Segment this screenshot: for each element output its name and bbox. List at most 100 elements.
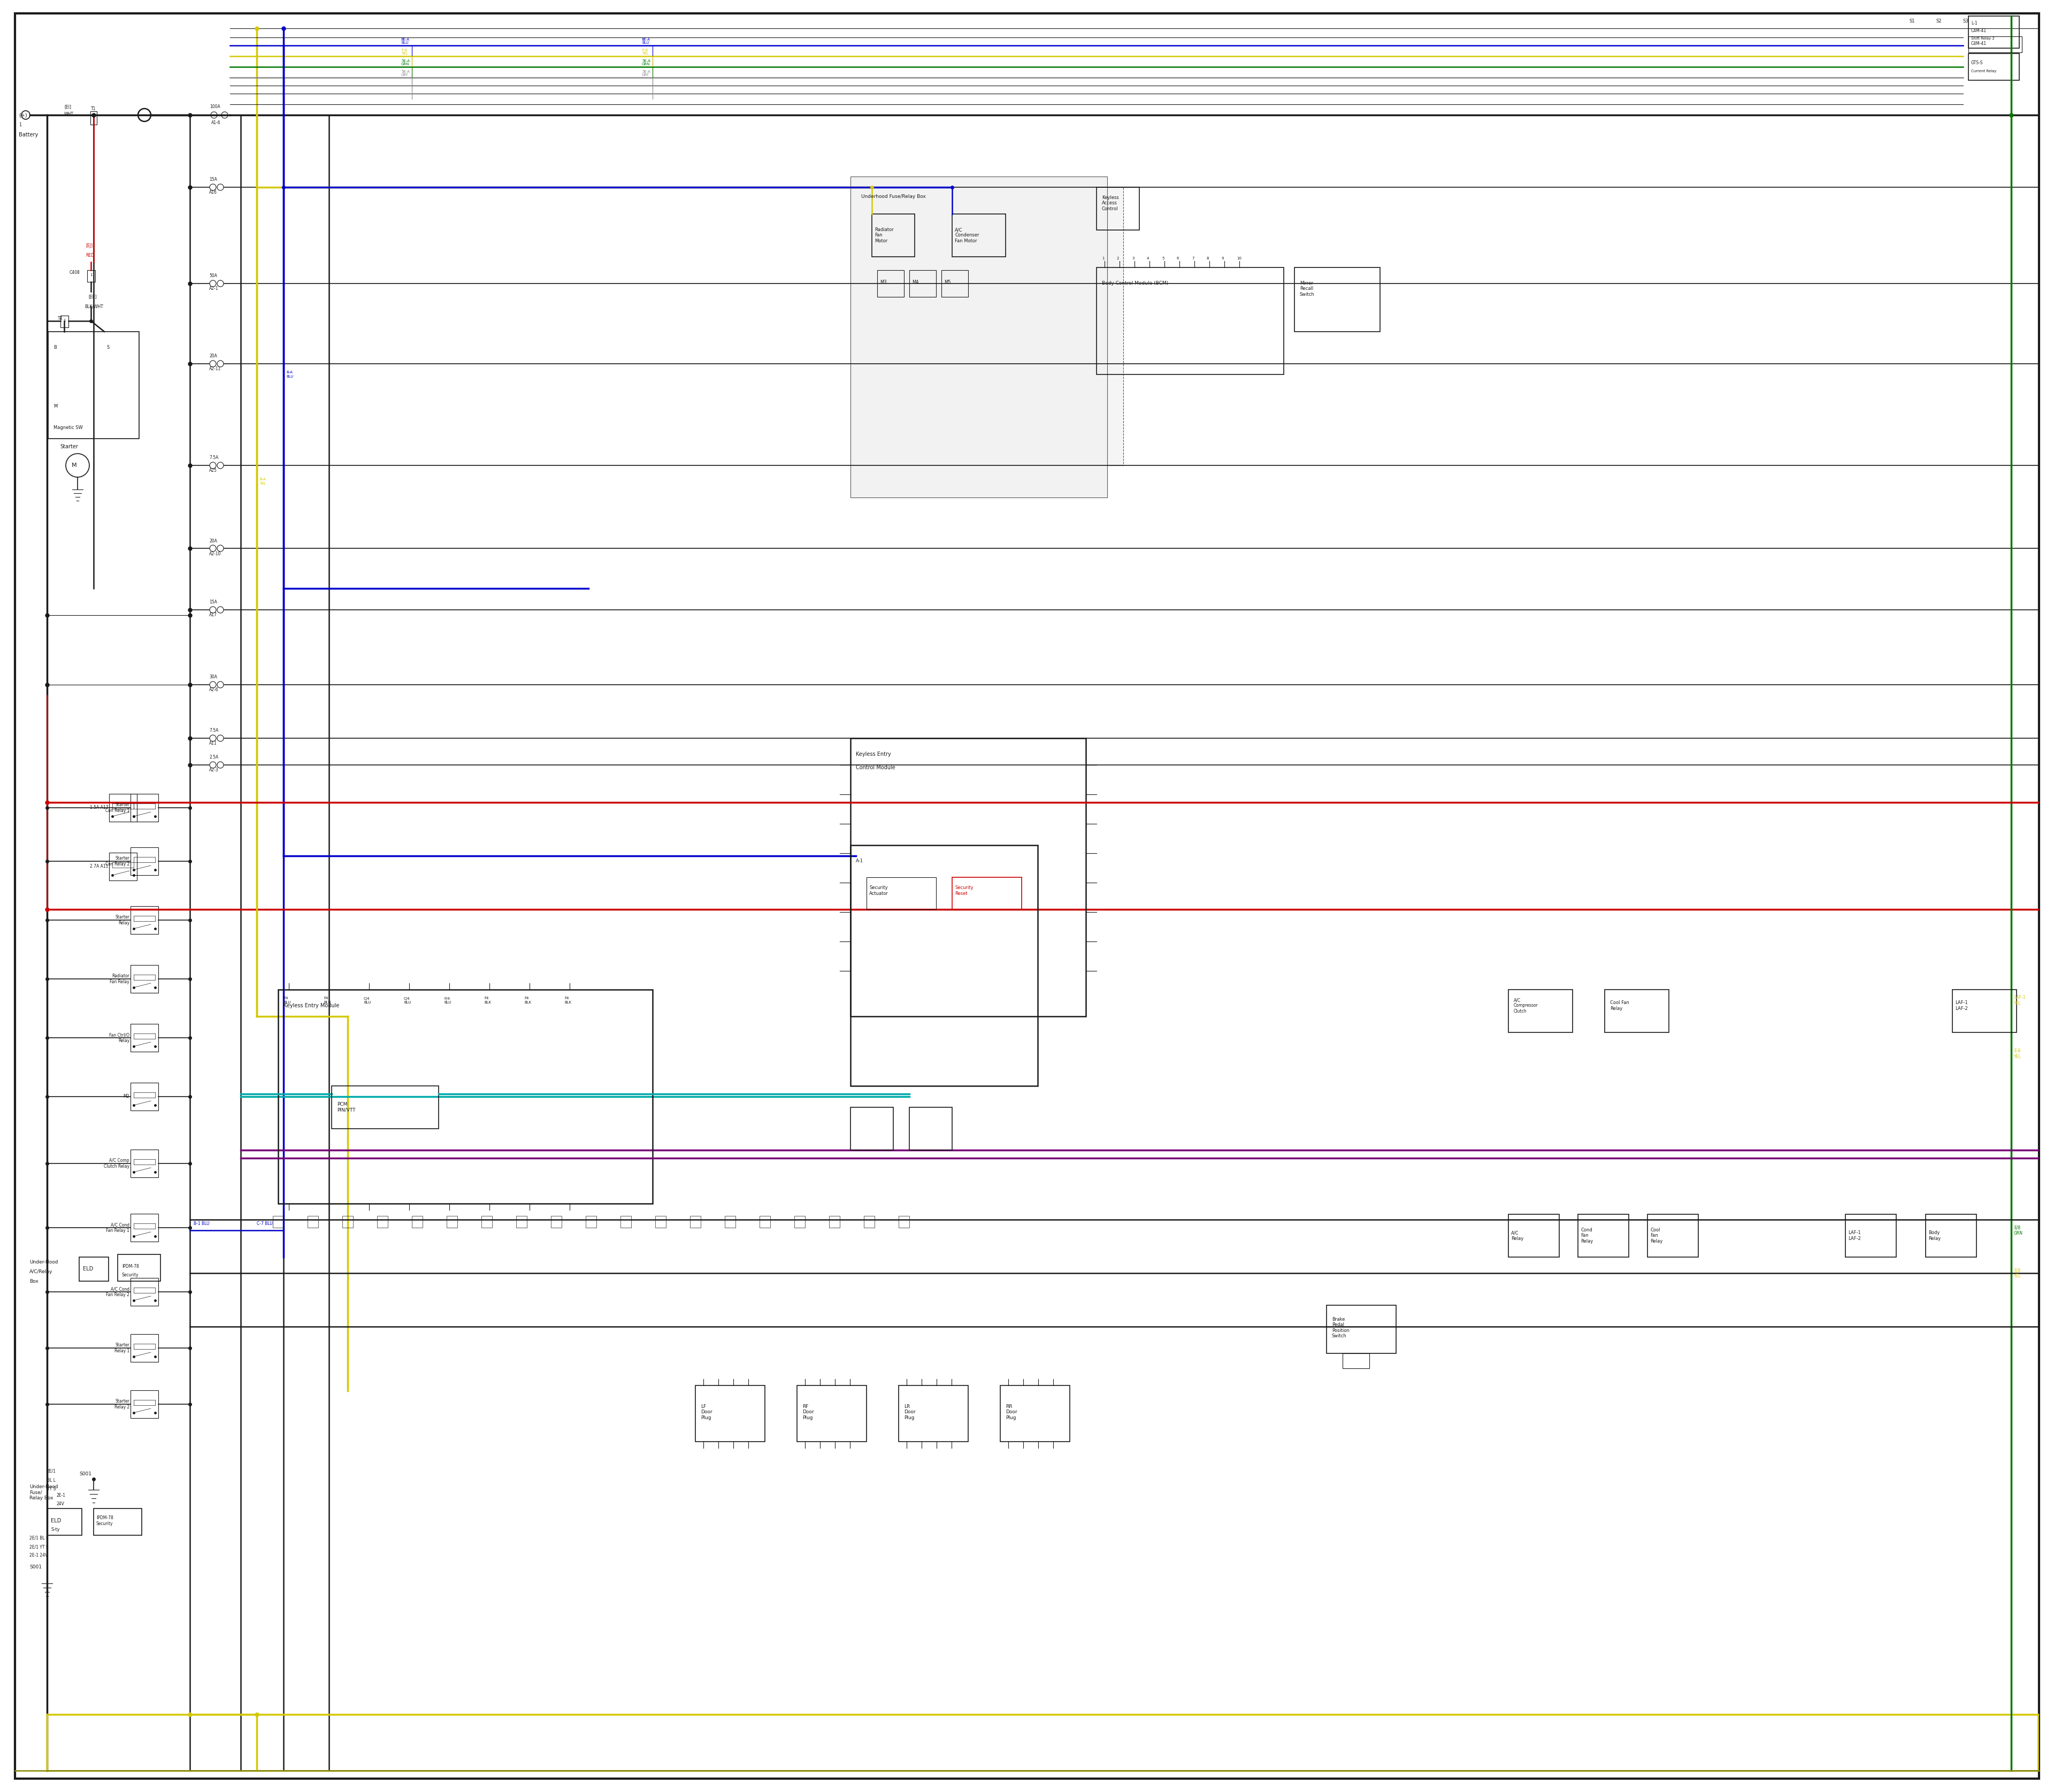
Text: 2E/1 YT S: 2E/1 YT S	[29, 1545, 49, 1550]
Text: 1: 1	[1101, 256, 1105, 260]
Text: PCM
PIN/VTT: PCM PIN/VTT	[337, 1102, 355, 1113]
Text: 8E-A
BLU: 8E-A BLU	[641, 38, 651, 45]
Text: [EE]: [EE]	[88, 294, 97, 299]
Text: F4
BLK: F4 BLK	[485, 996, 491, 1004]
Text: 8E-A
BLU: 8E-A BLU	[401, 38, 409, 45]
Text: F/4
BLU: F/4 BLU	[444, 996, 452, 1004]
Text: S2: S2	[1937, 20, 1941, 23]
Bar	[308, 1217, 318, 1228]
Text: 20A: 20A	[210, 538, 218, 543]
Text: E/8
GRN: E/8 GRN	[2013, 1226, 2023, 1235]
Text: 100A: 100A	[210, 104, 220, 109]
Bar	[910, 1107, 953, 1150]
Text: ELD: ELD	[51, 1518, 62, 1523]
Text: RED: RED	[86, 253, 94, 258]
Text: A/C Cond
Fan Relay 2: A/C Cond Fan Relay 2	[107, 1287, 129, 1297]
Bar	[1327, 1305, 1397, 1353]
Bar	[877, 271, 904, 297]
Text: F-8
YEL: F-8 YEL	[641, 48, 649, 56]
Text: A/C
Condenser
Fan Motor: A/C Condenser Fan Motor	[955, 228, 980, 244]
Text: IPDM-78: IPDM-78	[121, 1265, 140, 1269]
Bar	[857, 186, 1124, 466]
Bar	[1343, 1353, 1370, 1369]
Text: 15A: 15A	[210, 600, 218, 604]
Text: 7.5A: 7.5A	[210, 728, 218, 733]
Bar	[131, 848, 158, 874]
Bar	[900, 1385, 967, 1441]
Text: Radiator
Fan Relay: Radiator Fan Relay	[109, 973, 129, 984]
Text: Control Module: Control Module	[857, 765, 896, 771]
Text: Starter
Relay: Starter Relay	[115, 916, 129, 925]
Text: A2-3: A2-3	[210, 769, 218, 772]
Bar	[1097, 267, 1284, 375]
Text: 5E-A
GRY: 5E-A GRY	[641, 70, 651, 77]
Text: L-1: L-1	[1972, 22, 1978, 25]
Text: RF
Door
Plug: RF Door Plug	[803, 1405, 813, 1421]
Bar	[80, 1256, 109, 1281]
Text: BL L: BL L	[47, 1478, 55, 1484]
Bar	[867, 878, 937, 909]
Bar	[1508, 1215, 1559, 1256]
Text: 2: 2	[1117, 256, 1119, 260]
Text: 5E-A
GRN: 5E-A GRN	[641, 59, 651, 66]
Text: 1: 1	[18, 122, 21, 127]
Text: Current Relay: Current Relay	[1972, 70, 1996, 73]
Text: C4M-41: C4M-41	[1972, 41, 1986, 47]
Text: S001: S001	[80, 1471, 92, 1477]
Text: 1.5A A17: 1.5A A17	[90, 805, 109, 810]
Text: LAF-1
LAF-2: LAF-1 LAF-2	[1955, 1000, 1968, 1011]
Bar	[131, 1023, 158, 1052]
Bar	[620, 1217, 631, 1228]
Text: [EI]: [EI]	[64, 104, 72, 109]
Bar	[1604, 989, 1668, 1032]
Bar	[1294, 267, 1380, 332]
Bar	[86, 271, 94, 281]
Text: Keyless Entry: Keyless Entry	[857, 751, 891, 756]
Bar	[910, 271, 937, 297]
Text: Security
Reset: Security Reset	[955, 885, 974, 896]
Bar	[655, 1217, 665, 1228]
Bar	[953, 213, 1006, 256]
Bar	[131, 1082, 158, 1111]
Bar	[690, 1217, 700, 1228]
Text: F4
BLK: F4 BLK	[524, 996, 532, 1004]
Text: Starter
Relay 1: Starter Relay 1	[115, 1342, 129, 1353]
Text: LR
Door
Plug: LR Door Plug	[904, 1405, 916, 1421]
Bar	[830, 1217, 840, 1228]
Text: Battery: Battery	[18, 133, 39, 138]
Text: A17: A17	[210, 613, 218, 618]
Text: Security
Actuator: Security Actuator	[869, 885, 889, 896]
Text: M5: M5	[945, 280, 951, 285]
Bar	[131, 794, 158, 823]
Text: F-8
YEL: F-8 YEL	[401, 48, 409, 56]
Text: Body
Relay: Body Relay	[1929, 1231, 1941, 1240]
Bar	[516, 1217, 528, 1228]
Bar	[696, 1385, 764, 1441]
Text: (+): (+)	[18, 113, 27, 118]
Text: C4M-41: C4M-41	[1972, 29, 1986, 34]
Bar	[850, 738, 1087, 1016]
Text: S: S	[107, 346, 109, 349]
Text: 8: 8	[1208, 256, 1210, 260]
Text: 2E-1 24V: 2E-1 24V	[29, 1554, 47, 1557]
Bar	[850, 1107, 893, 1150]
Text: Starter: Starter	[60, 444, 78, 450]
Text: A1-6: A1-6	[212, 120, 220, 125]
Text: A2-6: A2-6	[210, 688, 218, 692]
Text: Cool Fan
Relay: Cool Fan Relay	[1610, 1000, 1629, 1011]
Text: Starter
Relay 2: Starter Relay 2	[115, 1400, 129, 1409]
Text: A/C Cond
Fan Relay 1: A/C Cond Fan Relay 1	[107, 1222, 129, 1233]
Bar	[1927, 1215, 1976, 1256]
Text: Cond
Fan
Relay: Cond Fan Relay	[1582, 1228, 1594, 1244]
Text: Shift Relay 2: Shift Relay 2	[1972, 38, 1994, 39]
Bar	[277, 989, 653, 1204]
Bar	[273, 1217, 283, 1228]
Text: ELD: ELD	[82, 1267, 92, 1272]
Bar	[850, 177, 1107, 498]
Text: C408: C408	[70, 271, 80, 276]
Text: B-1 BLU: B-1 BLU	[193, 1222, 210, 1226]
Text: C/4
BLU: C/4 BLU	[364, 996, 372, 1004]
Bar	[413, 1217, 423, 1228]
Bar	[1844, 1215, 1896, 1256]
Bar	[47, 1509, 82, 1536]
